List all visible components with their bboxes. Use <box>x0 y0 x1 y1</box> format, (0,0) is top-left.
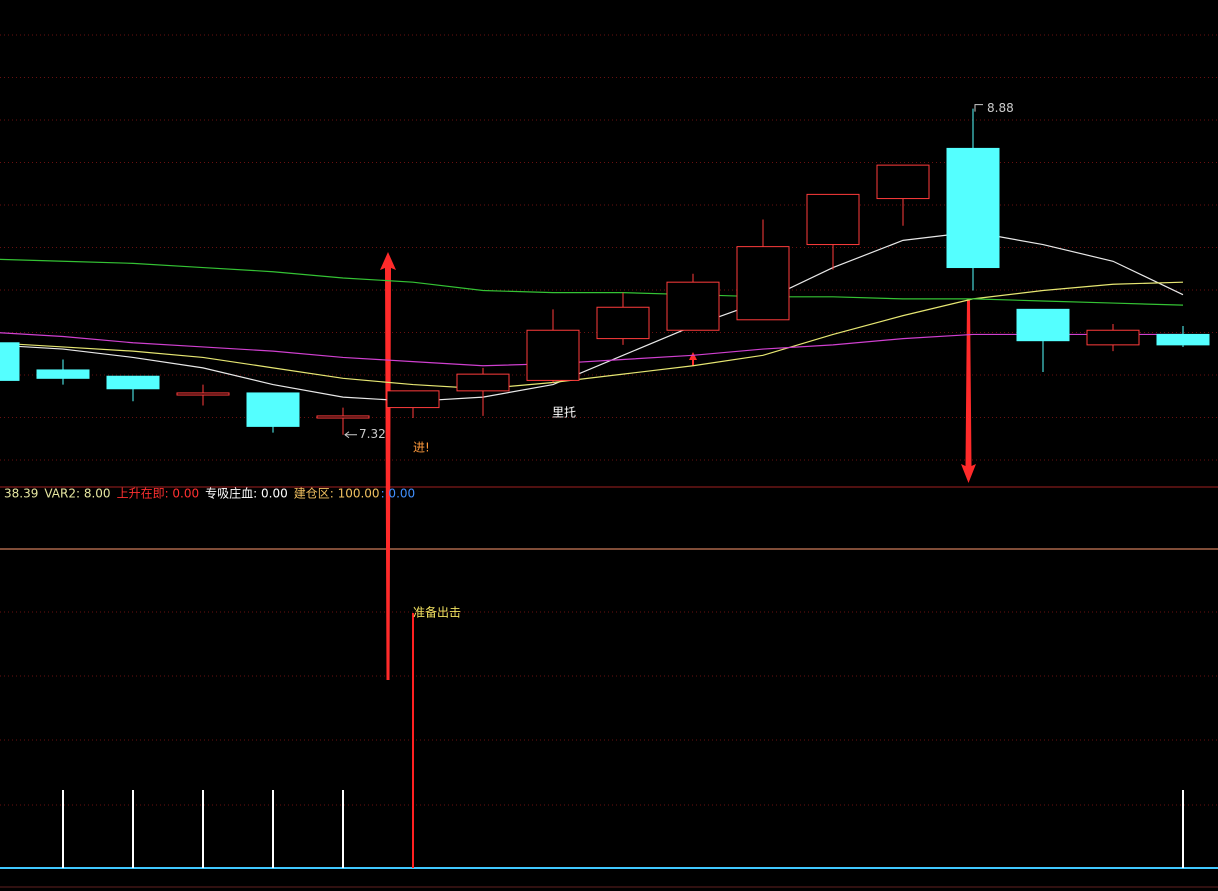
up-arrow <box>380 252 396 680</box>
signal-marker <box>689 352 697 366</box>
candle-body <box>946 147 1000 269</box>
annotation: 进! <box>413 441 430 455</box>
indicator-label: VAR2: 8.00 <box>44 487 110 501</box>
candle-body <box>1016 308 1070 342</box>
annotation: 准备出击 <box>413 606 461 620</box>
candle-body <box>456 373 510 392</box>
low-label: 7.32 <box>359 427 386 441</box>
candle-body <box>316 415 370 419</box>
candle-body <box>176 392 230 396</box>
down-arrow <box>961 300 976 483</box>
candle-body <box>876 164 930 200</box>
candle-body <box>246 392 300 427</box>
candle-body <box>806 193 860 246</box>
indicator-label: 建仓区: 100.00 <box>294 487 380 501</box>
candle-body <box>106 375 160 390</box>
candle-body <box>1086 329 1140 346</box>
label-hook <box>974 104 983 112</box>
ma-line <box>0 231 1184 402</box>
indicator-label: 上升在即: 0.00 <box>117 487 200 501</box>
candle-body <box>1156 333 1210 346</box>
high-label: 8.88 <box>987 101 1014 115</box>
ma-line <box>0 258 1184 306</box>
annotation: 里托 <box>552 406 576 420</box>
candle-body <box>36 369 90 379</box>
indicator-label: : 0.00 <box>381 487 416 501</box>
ma-line <box>0 281 1184 390</box>
indicator-label: 专吸庄血: 0.00 <box>205 486 288 501</box>
candle-body <box>736 246 790 321</box>
candle-body <box>596 306 650 340</box>
ma-line <box>0 332 1183 367</box>
grid <box>0 34 1218 806</box>
label-arrow-head <box>344 431 350 439</box>
candle-body <box>386 390 440 409</box>
candle-body <box>666 281 720 331</box>
candle-body <box>526 329 580 381</box>
candle-body <box>0 342 20 381</box>
indicator-label: 38.39 <box>4 487 38 501</box>
